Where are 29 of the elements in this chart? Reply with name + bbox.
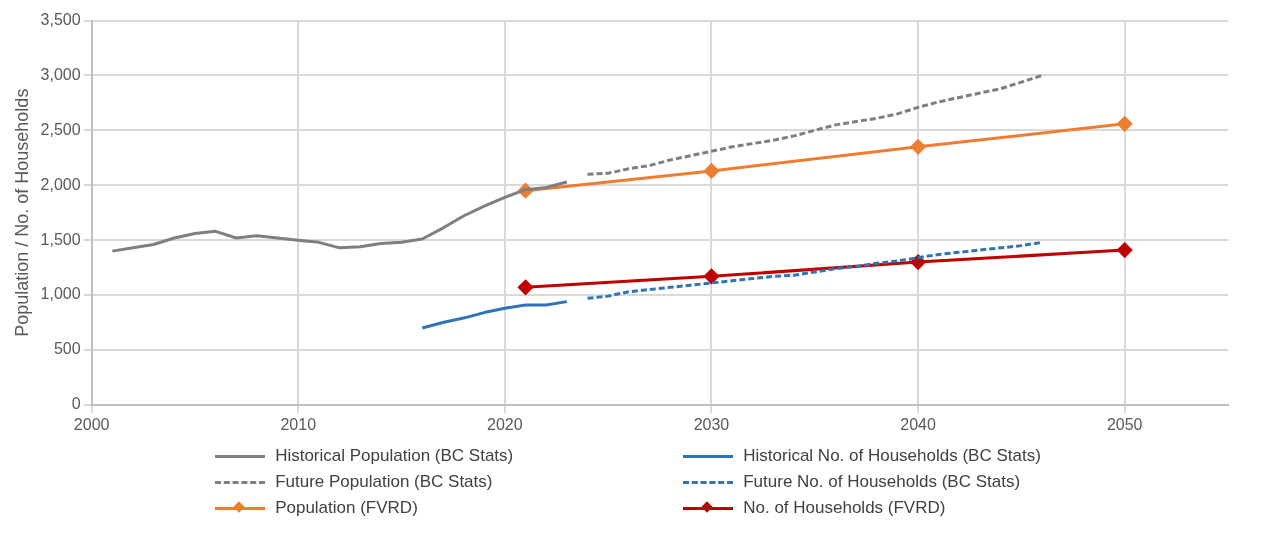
x-tick-label: 2050	[1106, 415, 1143, 433]
point	[910, 254, 926, 270]
x-tick-label: 2010	[280, 415, 317, 433]
y-tick-label: 1,000	[40, 285, 81, 303]
y-tick-label: 2,000	[40, 175, 81, 193]
y-axis-title: Population / No. of Households	[11, 88, 32, 337]
line-series	[586, 73, 1044, 176]
y-tick-label: 500	[53, 340, 81, 358]
point	[703, 268, 719, 284]
x-tick-label: 2020	[487, 415, 523, 433]
x-tick-label: 2000	[73, 415, 110, 433]
legend-label: Population (FVRD)	[275, 498, 418, 518]
point	[1117, 116, 1133, 132]
point	[518, 279, 534, 295]
y-tick-label: 1,500	[40, 230, 81, 248]
point	[910, 139, 926, 155]
legend-label: Future Population (BC Stats)	[275, 472, 493, 492]
y-tick-label: 0	[71, 395, 81, 413]
legend-label: No. of Households (FVRD)	[743, 498, 946, 518]
point	[703, 163, 719, 179]
y-tick-label: 3,000	[40, 65, 81, 83]
legend-label: Future No. of Households (BC Stats)	[743, 472, 1021, 492]
x-tick-label: 2040	[900, 415, 936, 433]
legend-label: Historical No. of Households (BC Stats)	[743, 446, 1041, 466]
y-tick-label: 2,500	[40, 120, 81, 138]
legend-label: Historical Population (BC Stats)	[275, 446, 514, 466]
point	[1117, 242, 1133, 258]
y-tick-label: 3,500	[40, 11, 81, 29]
x-tick-label: 2030	[693, 415, 730, 433]
